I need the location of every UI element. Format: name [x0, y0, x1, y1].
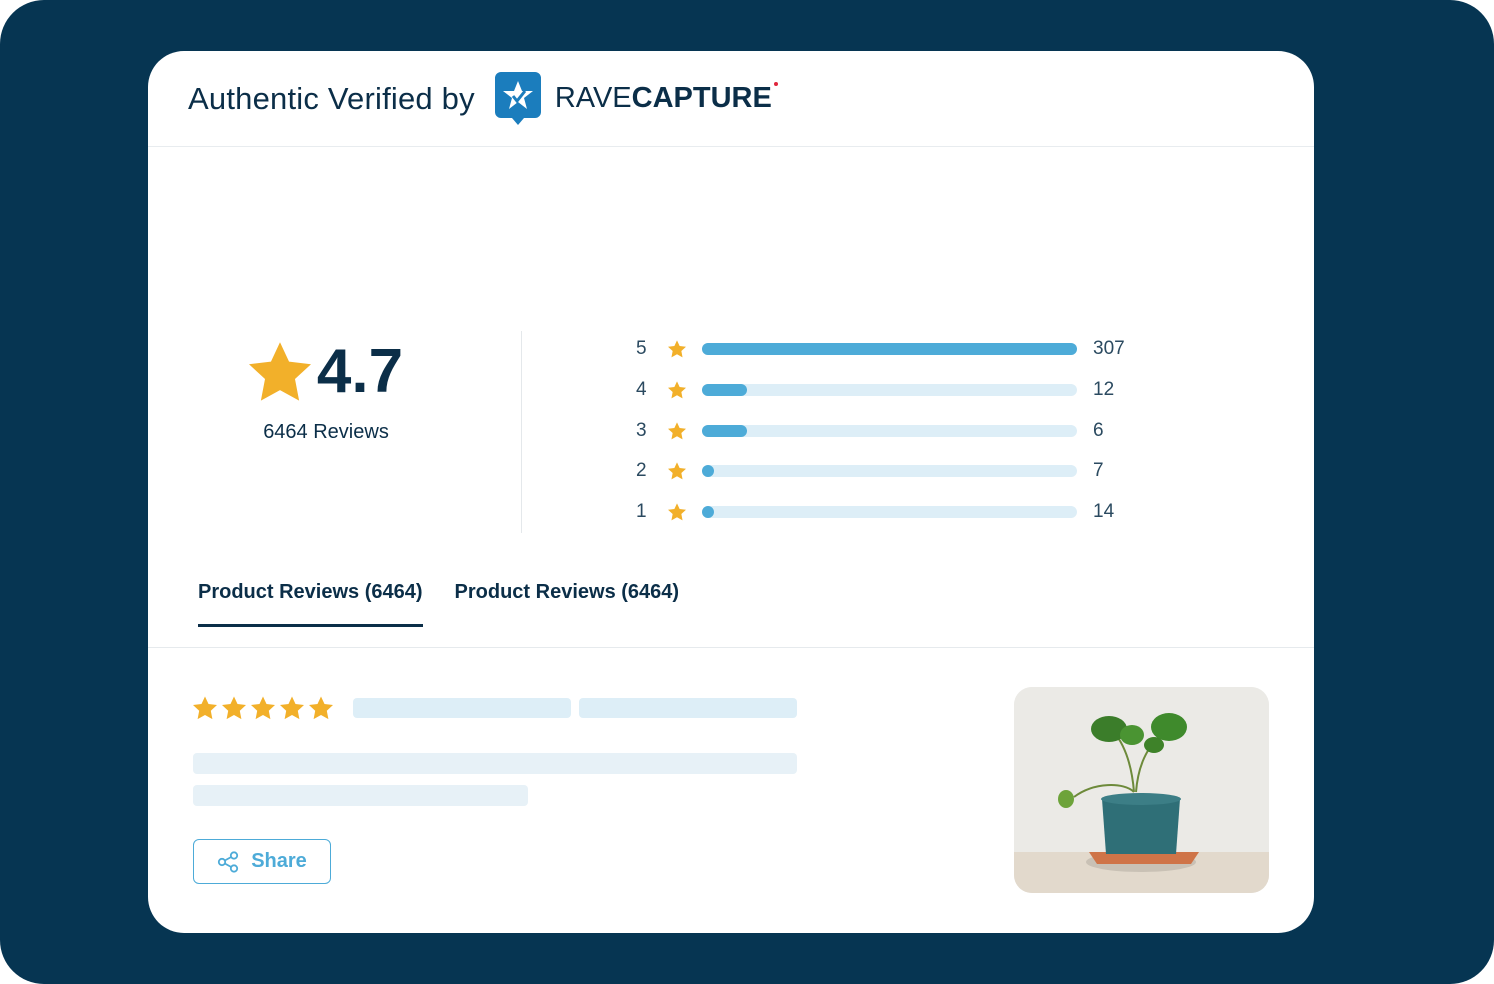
star-icon [248, 341, 311, 401]
star-icon [251, 696, 275, 725]
brand-light: RAVE [554, 82, 632, 114]
placeholder-line [193, 785, 528, 806]
star-icon [658, 462, 696, 480]
rating-count: 307 [1093, 338, 1125, 360]
share-button[interactable]: Share [193, 839, 331, 884]
tab-product-reviews-2[interactable]: Product Reviews (6464) [454, 581, 680, 603]
rating-bar-track [702, 384, 1077, 397]
rating-row-3[interactable]: 3 6 [636, 410, 1125, 451]
rating-bar-fill [702, 424, 747, 437]
star-icon [309, 696, 333, 725]
header: Authentic Verified by RAVECAPTURE [148, 51, 1314, 147]
rating-row-4[interactable]: 4 12 [636, 370, 1125, 411]
rating-count: 7 [1093, 460, 1104, 482]
rating-bar-track [702, 465, 1077, 478]
star-icon [193, 696, 217, 725]
rating-row-5[interactable]: 5 307 [636, 329, 1125, 370]
tabs: Product Reviews (6464) Product Reviews (… [198, 581, 679, 627]
reviews-card: Authentic Verified by RAVECAPTURE 4.7 64… [148, 51, 1314, 933]
rating-row-1[interactable]: 1 14 [636, 492, 1125, 533]
brand-name: RAVECAPTURE [554, 82, 778, 115]
star-icon [658, 422, 696, 440]
share-icon [218, 850, 239, 873]
header-title: Authentic Verified by [188, 80, 475, 116]
average-rating: 4.7 [316, 337, 404, 406]
divider [148, 647, 1314, 648]
placeholder-line [353, 698, 571, 718]
rating-bar-track [702, 343, 1077, 356]
rating-bar-fill [702, 465, 714, 478]
rating-bar-fill [702, 506, 714, 519]
brand-dot [773, 82, 778, 86]
review-item [193, 696, 333, 725]
star-level: 4 [636, 379, 647, 401]
star-icon [658, 381, 696, 399]
review-photo[interactable] [1014, 687, 1269, 893]
star-level: 3 [636, 419, 647, 441]
rating-bar-fill [702, 384, 747, 397]
review-stars [193, 696, 333, 725]
star-level: 5 [636, 338, 647, 360]
review-count: 6464 Reviews [263, 421, 389, 443]
star-icon [280, 696, 304, 725]
rating-summary: 4.7 6464 Reviews [236, 336, 416, 444]
tab-product-reviews[interactable]: Product Reviews (6464) [198, 581, 423, 627]
rating-count: 6 [1093, 419, 1104, 441]
rating-row-2[interactable]: 2 7 [636, 451, 1125, 492]
plant-image [1014, 687, 1269, 893]
rating-bar-track [702, 506, 1077, 519]
star-icon [658, 340, 696, 358]
placeholder-line [579, 698, 797, 718]
brand-bold: CAPTURE [631, 82, 772, 114]
star-icon [658, 503, 696, 521]
star-icon [222, 696, 246, 725]
star-level: 2 [636, 460, 647, 482]
rating-count: 14 [1093, 501, 1115, 523]
share-label: Share [251, 850, 307, 872]
placeholder-line [193, 753, 797, 774]
rating-count: 12 [1093, 379, 1115, 401]
star-level: 1 [636, 501, 647, 523]
ravecapture-logo: RAVECAPTURE [494, 71, 778, 126]
star-badge-icon [494, 71, 541, 125]
rating-bar-track [702, 424, 1077, 437]
rating-bar-fill [702, 343, 1077, 356]
divider [521, 331, 522, 533]
